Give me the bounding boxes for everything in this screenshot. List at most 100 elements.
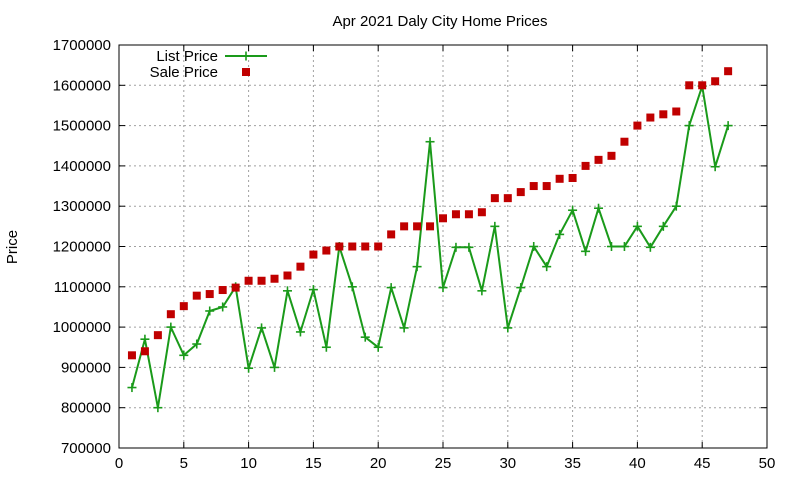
sale-price-point [374,242,383,251]
y-tick-label: 800000 [61,400,111,417]
grid-lines [119,45,767,448]
sale-price-point [620,137,629,146]
list-price-point [619,242,629,251]
list-price-point [516,283,526,293]
list-price-point [270,362,280,372]
list-price-point [295,327,305,337]
sale-price-point [607,151,616,160]
sale-price-point [659,110,668,119]
y-tick-label: 1300000 [53,198,111,215]
list-price-point [425,137,435,147]
x-tick-label: 30 [499,455,516,472]
x-tick-label: 5 [180,455,188,472]
x-tick-label: 45 [694,455,711,472]
sale-price-point [205,290,214,299]
plot-frame [118,44,768,449]
legend-label: Sale Price [150,64,218,81]
list-price-point [179,350,189,360]
list-price-point [645,242,655,252]
sale-price-point [166,310,175,319]
sale-price-point [516,188,525,197]
list-price-point [438,283,448,293]
sale-price-point [685,81,694,90]
list-price-point [490,221,500,231]
list-price-point [218,302,228,312]
sale-price-point [542,182,551,191]
list-price-point [606,242,616,251]
chart-title: Apr 2021 Daly City Home Prices [332,13,547,30]
legend-marker [241,51,251,61]
x-tick-label: 10 [240,455,257,472]
sale-price-point [335,242,344,251]
y-tick-label: 700000 [61,440,111,457]
list-price-point [658,221,668,231]
list-price-point [360,332,370,342]
list-price-point [503,323,513,333]
y-tick-label: 1100000 [54,279,111,296]
sale-price-point [555,174,564,183]
sale-price-point [413,222,422,231]
sale-price-point [581,161,590,170]
list-price-point [581,246,591,256]
list-price-point [632,221,642,231]
x-tick-label: 20 [370,455,387,472]
y-tick-label: 1400000 [53,158,111,175]
sale-price-point [153,331,162,340]
sale-price-point [568,173,577,182]
y-tick-label: 1200000 [53,239,111,256]
y-tick-label: 1700000 [53,37,111,54]
sale-price-point [451,210,460,219]
list-price-point [684,121,694,131]
list-price-point [529,242,539,251]
y-tick-label: 1600000 [53,77,111,94]
sale-price-point [672,107,681,116]
list-price-point [555,229,565,239]
sale-price-point [594,155,603,164]
series-sale-price [127,67,733,360]
list-price-point [140,334,150,344]
sale-price-point [218,286,227,295]
sale-price-point [270,274,279,283]
sale-price-point [283,271,292,280]
sale-price-point [503,194,512,203]
sale-price-point [464,210,473,219]
sale-price-point [529,182,538,191]
list-price-point [282,286,292,296]
sale-price-point [257,276,266,285]
list-price-point [205,306,215,316]
sale-price-point [439,214,447,223]
list-price-point [386,283,396,293]
legend-marker [242,68,250,76]
list-price-point [373,342,383,352]
sale-price-point [127,351,136,360]
list-price-point [464,242,474,252]
list-price-point [127,383,137,393]
legend-item: Sale Price [150,64,250,81]
sale-price-point [322,246,331,255]
list-price-point [412,262,422,272]
legend-item: List Price [156,48,267,65]
x-tick-label: 50 [759,455,776,472]
y-tick-label: 1500000 [53,118,111,135]
x-tick-label: 0 [115,455,123,472]
sale-price-point [348,242,357,251]
x-tick-label: 40 [629,455,646,472]
list-price-point [347,282,357,292]
y-tick-label: 900000 [61,359,111,376]
sale-price-point [192,291,201,300]
sale-price-point [296,262,305,271]
list-price-point [594,203,604,213]
list-price-point [710,162,720,172]
sale-price-point [698,81,707,90]
sale-price-point [490,194,499,203]
list-price-point [477,286,487,296]
sale-price-point [711,77,720,86]
sale-price-point [724,67,733,76]
sale-price-point [400,222,409,231]
list-price-point [723,121,733,131]
list-price-point [166,322,176,332]
data-series [127,67,733,413]
sale-price-point [361,242,370,251]
